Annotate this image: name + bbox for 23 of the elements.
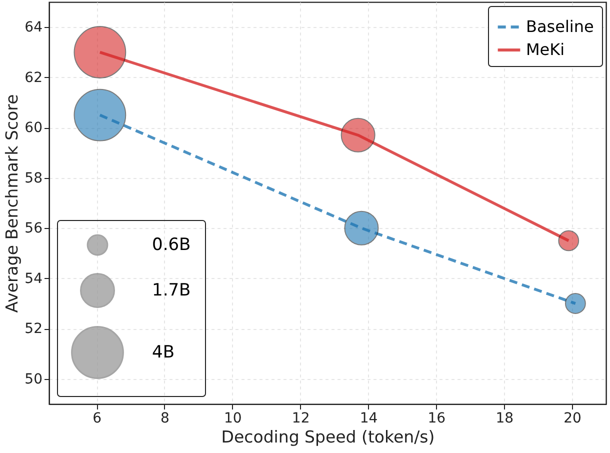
y-tick-label: 56: [24, 220, 43, 237]
legend-label: 1.7B: [152, 280, 191, 300]
legend-label: Baseline: [526, 17, 594, 36]
x-tick-label: 8: [160, 410, 170, 426]
y-tick-label: 64: [24, 20, 43, 36]
y-tick-label: 60: [24, 120, 42, 136]
y-axis-title: Average Benchmark Score: [2, 94, 22, 313]
y-tick-label: 58: [24, 170, 42, 186]
x-tick-label: 6: [92, 410, 102, 426]
x-tick-label: 16: [428, 410, 446, 426]
x-tick-label: 12: [292, 410, 310, 426]
y-tick-label: 62: [24, 70, 42, 86]
y-tick-label: 54: [24, 270, 43, 287]
x-tick-label: 14: [360, 410, 378, 426]
y-tick-label: 50: [24, 371, 42, 388]
y-tick-label: 52: [24, 321, 42, 338]
x-tick-label: 10: [224, 410, 242, 426]
legend-label: 0.6B: [152, 235, 191, 255]
x-tick-label: 18: [496, 410, 514, 426]
legend-label: 4B: [152, 342, 174, 362]
legend-label: MeKi: [526, 40, 565, 59]
x-axis-title: Decoding Speed (token/s): [221, 428, 435, 446]
x-tick-label: 20: [564, 410, 582, 426]
